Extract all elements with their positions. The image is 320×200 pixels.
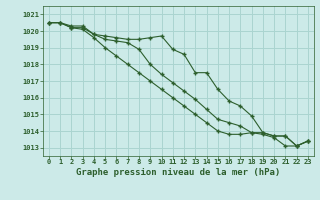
X-axis label: Graphe pression niveau de la mer (hPa): Graphe pression niveau de la mer (hPa)	[76, 168, 281, 177]
